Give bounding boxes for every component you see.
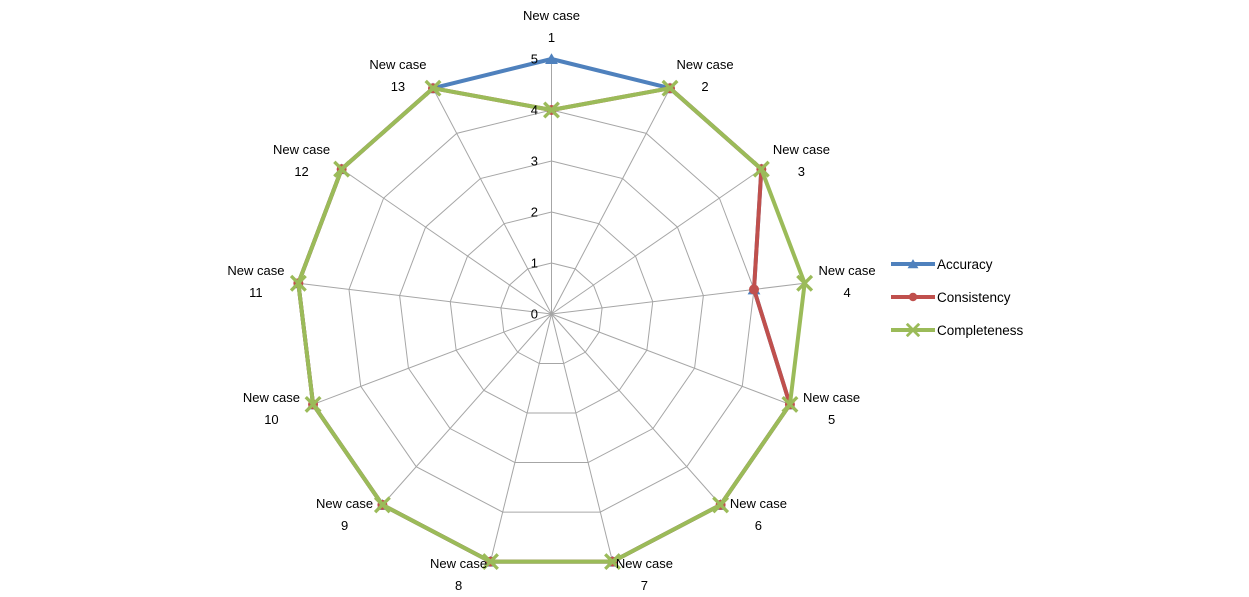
- axis-label-number: 9: [340, 518, 349, 534]
- x-marker: [304, 395, 322, 413]
- grid-spoke-7: [551, 313, 614, 562]
- axis-label-text: New case: [316, 496, 374, 512]
- r-axis-tick-0: 0: [530, 306, 538, 322]
- legend-item-completeness: Completeness: [891, 319, 1023, 341]
- triangle-marker: [907, 259, 919, 269]
- axis-label-number: 1: [547, 30, 556, 45]
- x-marker: [604, 553, 621, 571]
- x-marker: [712, 496, 730, 514]
- series-line-completeness: [296, 86, 807, 564]
- axis-label-number: 6: [754, 518, 763, 534]
- x-marker: [752, 160, 770, 178]
- legend-label-completeness: Completeness: [937, 322, 1024, 338]
- x-marker: [796, 274, 814, 292]
- x-marker: [333, 160, 351, 178]
- circle-marker: [908, 292, 918, 302]
- axis-label-new-case-5: New case 5: [803, 387, 860, 431]
- legend-label-accuracy: Accuracy: [937, 256, 993, 272]
- axis-label-number: 7: [640, 578, 649, 594]
- chart-legend: Accuracy Consistency Completeness: [891, 253, 1023, 341]
- grid-ring-4: [348, 109, 755, 513]
- axis-label-new-case-13: New case 13: [369, 54, 426, 98]
- axis-label-text: New case: [369, 56, 427, 72]
- axis-label-new-case-4: New case 4: [819, 260, 876, 304]
- r-axis-tick-5: 5: [530, 51, 538, 67]
- circle-marker: [749, 284, 760, 295]
- axis-label-new-case-3: New case 3: [773, 139, 830, 183]
- axis-label-text: New case: [729, 496, 787, 512]
- grid-spoke-6: [551, 313, 721, 506]
- grid-ring-2: [449, 211, 654, 414]
- x-marker: [781, 395, 799, 413]
- axis-label-new-case-6: New case 6: [730, 493, 787, 537]
- axis-label-new-case-11: New case 11: [227, 260, 284, 304]
- grid-ring-1: [500, 262, 603, 365]
- x-marker: [661, 79, 679, 97]
- x-marker: [289, 274, 307, 292]
- axis-label-text: New case: [803, 390, 861, 406]
- axis-label-new-case-8: New case 8: [430, 553, 487, 597]
- r-axis-tick-3: 3: [530, 153, 538, 169]
- series-completeness: [289, 79, 814, 571]
- x-marker: [373, 496, 391, 514]
- axis-label-text: New case: [676, 56, 734, 72]
- completeness-series-marker-icon: [891, 323, 935, 337]
- axis-label-text: New case: [615, 556, 673, 572]
- axis-label-text: New case: [242, 390, 300, 406]
- axis-label-number: 3: [797, 164, 806, 180]
- grid-spoke-8: [489, 313, 552, 562]
- axis-label-text: New case: [522, 8, 581, 23]
- grid-spoke-4: [551, 282, 805, 315]
- axis-label-number: 10: [264, 412, 279, 428]
- grid-spoke-13: [432, 87, 552, 315]
- axis-label-text: New case: [227, 262, 285, 278]
- axis-label-new-case-12: New case 12: [273, 139, 330, 183]
- axis-label-number: 4: [843, 284, 851, 300]
- series-line-accuracy: [296, 57, 792, 564]
- axis-label-number: 12: [294, 164, 309, 180]
- legend-item-accuracy: Accuracy: [891, 253, 1023, 275]
- axis-label-text: New case: [430, 556, 488, 572]
- axis-label-new-case-1: New case 1: [523, 5, 580, 49]
- grid-spoke-5: [551, 313, 791, 405]
- x-marker: [905, 323, 921, 337]
- axis-label-number: 2: [701, 78, 709, 94]
- axis-label-number: 11: [249, 284, 263, 300]
- x-marker: [543, 101, 560, 119]
- legend-label-consistency: Consistency: [937, 289, 1011, 305]
- grid-ring-3: [399, 160, 704, 464]
- axis-label-number: 13: [390, 78, 406, 94]
- axis-label-number: 8: [454, 578, 463, 594]
- grid-spoke-2: [551, 87, 671, 315]
- axis-label-new-case-7: New case 7: [616, 553, 673, 597]
- axis-label-new-case-10: New case 10: [243, 387, 300, 431]
- grid-spoke-10: [312, 313, 552, 405]
- r-axis-tick-2: 2: [530, 204, 538, 220]
- grid-spoke-12: [341, 168, 552, 315]
- axis-label-text: New case: [273, 142, 331, 158]
- r-axis-tick-1: 1: [530, 255, 538, 271]
- axis-label-text: New case: [772, 142, 830, 158]
- r-axis-tick-4: 4: [530, 102, 538, 118]
- grid-spoke-9: [382, 313, 552, 506]
- grid-spoke-11: [298, 282, 552, 315]
- consistency-series-marker-icon: [891, 292, 935, 302]
- x-marker: [482, 553, 499, 571]
- axis-label-number: 5: [827, 412, 836, 428]
- legend-item-consistency: Consistency: [891, 286, 1023, 308]
- x-marker: [424, 79, 442, 97]
- grid-spoke-3: [551, 168, 762, 315]
- series-accuracy: [291, 53, 797, 567]
- axis-label-new-case-9: New case 9: [316, 493, 373, 537]
- triangle-marker: [545, 53, 558, 64]
- accuracy-series-marker-icon: [891, 259, 935, 269]
- axis-label-new-case-2: New case 2: [677, 54, 734, 98]
- axis-label-text: New case: [818, 262, 876, 278]
